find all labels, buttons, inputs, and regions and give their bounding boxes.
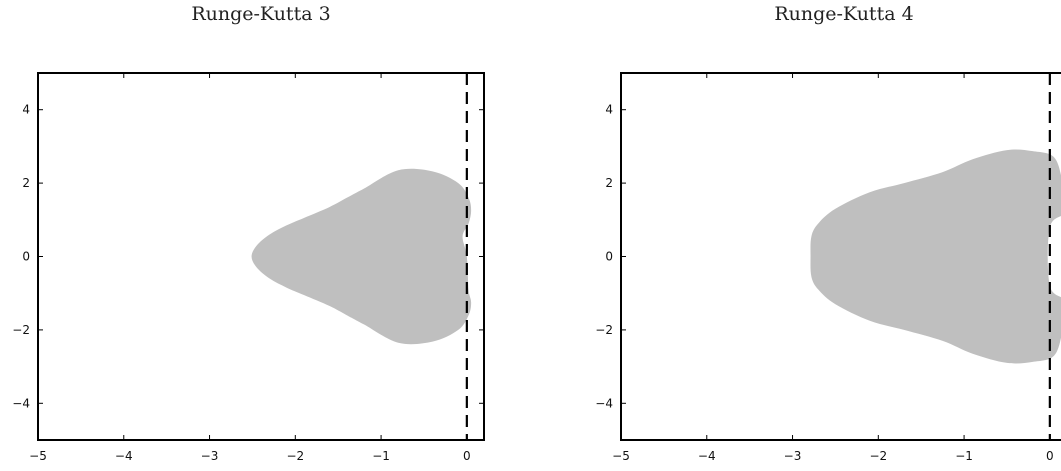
y-tick-label: −4 [595,396,613,410]
y-tick-label: 0 [22,250,30,264]
x-tick-label: −4 [698,449,716,463]
plot-area [251,73,472,440]
y-tick-label: 4 [22,103,30,117]
x-tick-label: −3 [201,449,219,463]
y-tick-label: 4 [605,103,613,117]
x-tick-label: 0 [463,449,471,463]
x-tick-label: −2 [286,449,304,463]
panel-runge-kutta-3: Runge-Kutta 3 −5 −4 −3 −2 −1 0 −4 −2 0 2 4 [12,3,485,463]
chart-title: Runge-Kutta 3 [191,3,330,25]
x-tick-label: 0 [1046,449,1054,463]
stability-region [251,168,472,345]
y-tick-label: 0 [605,250,613,264]
y-tick-label: 2 [22,176,30,190]
y-tick-label: −2 [595,323,613,337]
x-tick-label: −1 [372,449,390,463]
plot-area [810,73,1061,440]
panel-runge-kutta-4: Runge-Kutta 4 −5 −4 −3 −2 −1 0 −4 −2 0 2 4 [595,3,1061,463]
x-tick-label: −3 [784,449,802,463]
x-tick-label: −2 [869,449,887,463]
y-tick-label: 2 [605,176,613,190]
x-tick-label: −1 [955,449,973,463]
y-tick-label: −4 [12,396,30,410]
axes-frame [37,72,485,441]
x-tick-label: −4 [115,449,133,463]
x-tick-label: −5 [29,449,47,463]
axes-frame [620,72,1061,441]
stability-region [810,149,1061,364]
y-tick-label: −2 [12,323,30,337]
x-tick-label: −5 [612,449,630,463]
chart-title: Runge-Kutta 4 [774,3,913,25]
